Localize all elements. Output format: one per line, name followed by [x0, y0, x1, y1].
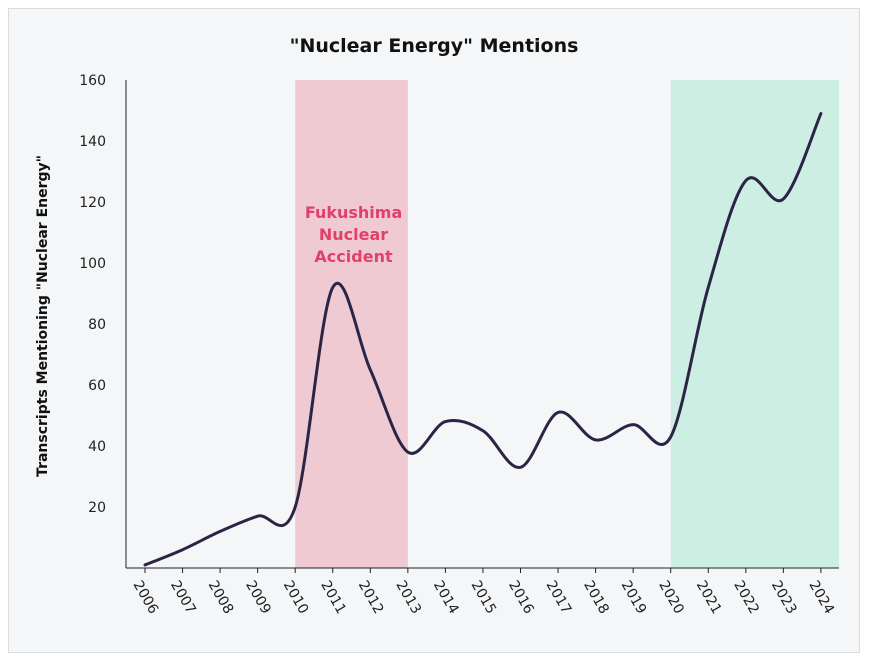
annotation-line: Nuclear [319, 225, 388, 244]
y-tick-label: 40 [88, 439, 106, 455]
x-tick-label: 2008 [205, 578, 237, 617]
x-tick-label: 2012 [355, 578, 387, 617]
x-tick-label: 2023 [768, 578, 800, 617]
series-line [143, 112, 823, 567]
x-tick-label: 2020 [655, 578, 687, 617]
annotation-line: Fukushima [305, 203, 402, 222]
y-axis-label: Transcripts Mentioning "Nuclear Energy" [35, 155, 51, 477]
y-tick-label: 160 [79, 73, 106, 89]
highlight-band-2020-2024 [670, 80, 839, 568]
x-tick-label: 2011 [317, 578, 349, 617]
highlight-band-2010-2013 [295, 80, 408, 568]
y-tick-label: 100 [79, 256, 106, 272]
line-chart: "Nuclear Energy" Mentions Fukushima Nucle… [35, 35, 839, 617]
x-tick-label: 2016 [505, 578, 537, 617]
x-tick-label: 2015 [467, 578, 499, 617]
x-tick-label: 2024 [805, 578, 837, 617]
chart-title: "Nuclear Energy" Mentions [290, 35, 579, 57]
x-tick-label: 2018 [580, 578, 612, 617]
y-tick-label: 60 [88, 378, 106, 394]
x-tick-label: 2010 [280, 578, 312, 617]
x-tick-label: 2006 [130, 578, 162, 617]
y-tick-label: 20 [88, 500, 106, 516]
y-tick-label: 140 [79, 134, 106, 150]
x-tick-label: 2021 [693, 578, 725, 617]
x-tick-label: 2007 [167, 578, 199, 617]
annotation-line: Accident [314, 247, 393, 266]
x-tick-label: 2009 [242, 578, 274, 617]
x-tick-label: 2017 [543, 578, 575, 617]
y-tick-label: 120 [79, 195, 106, 211]
x-tick-label: 2019 [618, 578, 650, 617]
x-tick-label: 2014 [430, 578, 462, 617]
chart-frame: "Nuclear Energy" Mentions Fukushima Nucle… [8, 8, 860, 653]
x-tick-label: 2022 [730, 578, 762, 617]
y-tick-label: 80 [88, 317, 106, 333]
x-tick-label: 2013 [392, 578, 424, 617]
